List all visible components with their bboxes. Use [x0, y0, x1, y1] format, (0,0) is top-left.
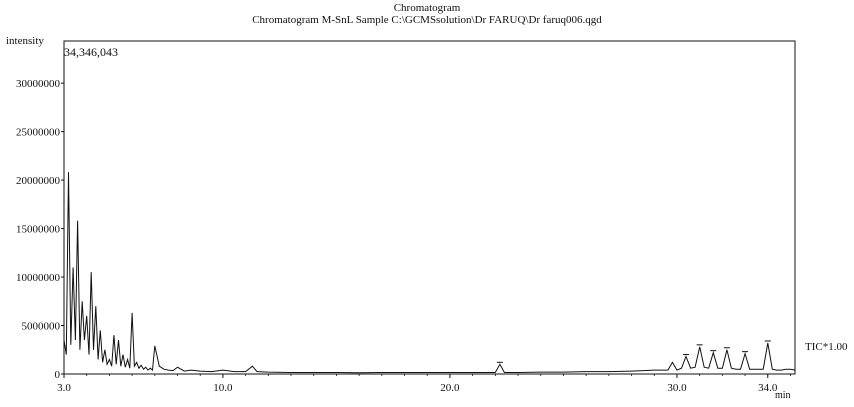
x-tick-label: 10.0 [213, 382, 233, 394]
y-tick-label: 20000000 [16, 175, 61, 187]
y-tick-label: 10000000 [16, 272, 61, 284]
y-tick-label: 5000000 [22, 321, 61, 333]
trace-label: TIC*1.00 [805, 341, 848, 353]
series-line [63, 172, 796, 374]
peak-markers [496, 340, 771, 363]
max-intensity-label: 34,346,043 [64, 45, 118, 59]
y-tick-label: 30000000 [16, 78, 61, 90]
chart-subtitle: Chromatogram M-SnL Sample C:\GCMSsolutio… [252, 14, 602, 26]
y-axis-ticks: 30000000 25000000 20000000 15000000 10000000… [16, 78, 64, 381]
x-tick-label: 20.0 [440, 382, 460, 394]
y-axis-label: intensity [6, 35, 44, 47]
y-tick-label: 15000000 [16, 224, 61, 236]
y-tick-label: 0 [55, 369, 61, 381]
chart-title: Chromatogram [393, 2, 461, 14]
y-tick-label: 25000000 [16, 127, 61, 139]
plot-frame [63, 40, 796, 375]
x-tick-label: 34.0 [758, 382, 778, 394]
x-axis-ticks: 3.0 10.0 20.0 30.0 34.0 [57, 374, 791, 394]
series-layer [63, 172, 796, 374]
x-tick-label: 3.0 [57, 382, 71, 394]
x-tick-label: 30.0 [667, 382, 687, 394]
x-axis-unit-label: min [775, 390, 791, 401]
